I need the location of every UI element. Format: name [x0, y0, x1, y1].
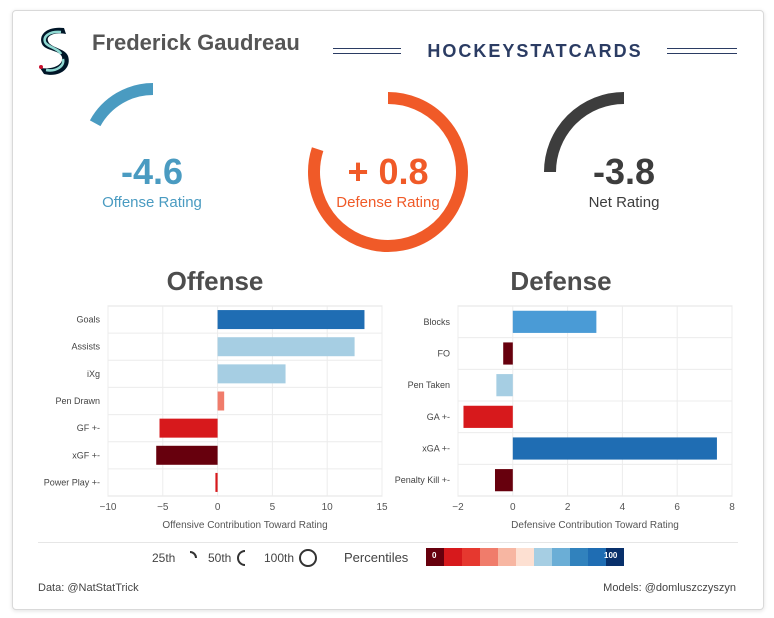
- p25-arc-icon: [189, 551, 197, 559]
- category-label: GA +-: [427, 412, 450, 422]
- scale-swatch: [426, 548, 445, 566]
- defense-rating-value: + 0.8: [347, 151, 429, 192]
- kraken-s-logo-icon: [39, 27, 69, 75]
- net-rating: -3.8 Net Rating: [544, 151, 704, 212]
- x-axis-label: Defensive Contribution Toward Rating: [511, 520, 679, 531]
- scale-swatch: [516, 548, 535, 566]
- scale-swatch: [534, 548, 553, 566]
- defense-bar-chart: −2 0 2 4 6 8 Blocks FO Pen Taken GA +- xGA +- Penal…: [395, 305, 735, 531]
- percentile-legend: 25th 50th 100th Percentiles 0 100: [0, 548, 774, 568]
- defense-chart: −2 0 2 4 6 8 Blocks FO Pen Taken GA +- xGA +- Penal…: [388, 305, 738, 541]
- bar: [496, 374, 513, 397]
- brand-rule-left: [333, 48, 401, 54]
- x-tick-label: 15: [376, 502, 388, 513]
- percentile-color-scale: [426, 548, 624, 566]
- category-label: xGF +-: [72, 450, 100, 460]
- offense-chart: −10 −5 0 5 10 15 Goals Assists iXg Pen Drawn GF +-…: [38, 305, 388, 541]
- scale-max-label: 100: [604, 551, 618, 560]
- net-rating-gauge: [544, 92, 625, 173]
- scale-swatch: [498, 548, 517, 566]
- category-label: Power Play +-: [44, 477, 100, 487]
- x-tick-label: 6: [674, 502, 680, 513]
- scale-swatch: [606, 548, 624, 566]
- bar: [217, 364, 286, 384]
- p25-label: 25th: [152, 551, 176, 565]
- x-tick-label: 0: [510, 502, 516, 513]
- x-tick-label: −2: [452, 502, 464, 513]
- offense-rating-gauge: [89, 83, 154, 127]
- category-label: Pen Taken: [408, 380, 450, 390]
- offense-section-title: Offense: [166, 266, 264, 296]
- offense-rating: -4.6 Offense Rating: [72, 151, 232, 212]
- scale-swatch: [444, 548, 463, 566]
- net-rating-arc: [544, 92, 625, 173]
- plot-frame: [107, 305, 383, 497]
- model-credit: Models: @domluszczyszyn: [603, 582, 736, 594]
- x-tick-label: −5: [157, 502, 169, 513]
- x-tick-label: 0: [215, 502, 221, 513]
- bar: [217, 391, 225, 411]
- scale-swatch: [588, 548, 607, 566]
- offense-bar-chart: −10 −5 0 5 10 15 Goals Assists iXg Pen Drawn GF +-…: [44, 305, 388, 531]
- category-label: Assists: [71, 342, 100, 352]
- brand-name: HOCKEYSTATCARDS: [427, 41, 643, 61]
- legend-divider: [38, 542, 738, 543]
- scale-swatch: [570, 548, 589, 566]
- x-tick-label: 2: [565, 502, 571, 513]
- bar: [494, 469, 513, 492]
- brand-banner: HOCKEYSTATCARDS: [333, 40, 737, 62]
- stat-card: [12, 10, 764, 610]
- bar: [159, 418, 218, 438]
- category-label: xGA +-: [422, 444, 450, 454]
- bar: [463, 405, 513, 428]
- defense-rating-label: Defense Rating: [336, 194, 440, 211]
- x-axis-label: Offensive Contribution Toward Rating: [162, 520, 327, 531]
- p100-circle-icon: [299, 549, 317, 567]
- p50-label: 50th: [208, 551, 232, 565]
- player-name: Frederick Gaudreau: [92, 30, 300, 55]
- category-label: Pen Drawn: [55, 396, 100, 406]
- x-tick-label: 5: [270, 502, 276, 513]
- net-rating-label: Net Rating: [588, 194, 660, 211]
- x-tick-label: 4: [620, 502, 626, 513]
- defense-rating-gauge: [308, 92, 468, 252]
- category-label: GF +-: [77, 423, 100, 433]
- category-label: Goals: [76, 315, 100, 325]
- data-credit: Data: @NatStatTrick: [38, 582, 139, 594]
- scale-swatch: [552, 548, 571, 566]
- bar: [217, 310, 365, 330]
- scale-swatch: [480, 548, 499, 566]
- bar: [503, 342, 513, 365]
- defense-section-title: Defense: [510, 266, 612, 296]
- bar: [156, 445, 218, 465]
- scale-min-label: 0: [432, 551, 437, 560]
- defense-rating: + 0.8 Defense Rating: [308, 151, 468, 212]
- x-tick-label: 10: [322, 502, 334, 513]
- category-label: Blocks: [423, 317, 450, 327]
- x-tick-label: −10: [100, 502, 117, 513]
- net-rating-value: -3.8: [592, 151, 656, 192]
- category-label: FO: [438, 349, 451, 359]
- x-tick-label: 8: [729, 502, 735, 513]
- category-label: iXg: [87, 369, 100, 379]
- offense-rating-value: -4.6: [120, 151, 184, 192]
- scale-swatch: [462, 548, 481, 566]
- p100-label: 100th: [264, 551, 295, 565]
- brand-rule-right: [667, 48, 737, 54]
- bar: [512, 310, 597, 333]
- bar: [512, 437, 717, 460]
- offense-rating-arc: [89, 83, 154, 127]
- offense-rating-label: Offense Rating: [102, 194, 202, 211]
- p50-arc-icon: [237, 550, 246, 566]
- defense-rating-arc: [308, 92, 468, 252]
- percentiles-label: Percentiles: [344, 550, 409, 565]
- bar: [217, 337, 355, 357]
- category-label: Penalty Kill +-: [395, 475, 450, 485]
- bar: [215, 472, 218, 492]
